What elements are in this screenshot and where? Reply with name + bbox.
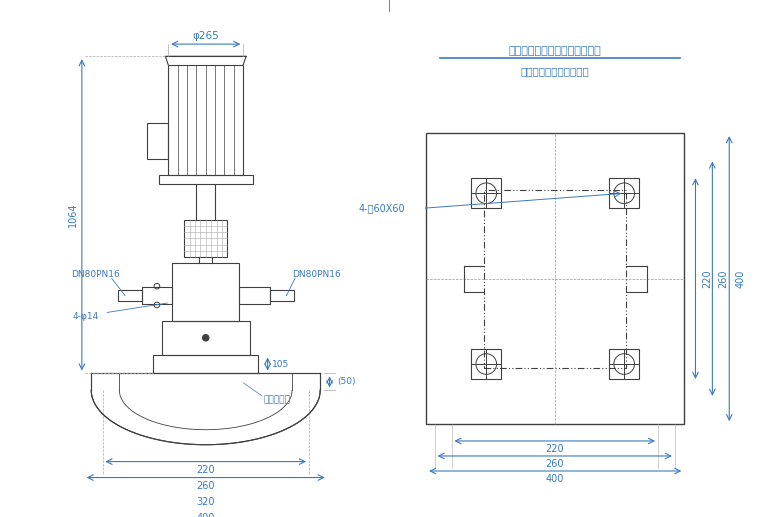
Bar bbox=[172, 263, 239, 321]
Text: 双点划线表示泵底座位置: 双点划线表示泵底座位置 bbox=[521, 66, 589, 77]
Text: 400: 400 bbox=[546, 475, 564, 484]
Circle shape bbox=[202, 334, 209, 341]
Bar bbox=[239, 287, 270, 304]
Text: 400: 400 bbox=[736, 269, 746, 288]
Text: 260: 260 bbox=[197, 481, 215, 491]
Text: 泵座孔位及混凝土基座地脚孔位: 泵座孔位及混凝土基座地脚孔位 bbox=[508, 45, 601, 56]
Bar bbox=[142, 287, 172, 304]
Text: φ265: φ265 bbox=[192, 31, 219, 41]
Text: DN80PN16: DN80PN16 bbox=[292, 270, 340, 279]
Text: 4-φ14: 4-φ14 bbox=[72, 312, 99, 321]
Bar bbox=[184, 220, 227, 257]
Bar bbox=[154, 355, 258, 373]
Bar bbox=[168, 65, 243, 175]
Bar bbox=[270, 290, 294, 301]
Bar bbox=[159, 175, 252, 184]
Text: 1064: 1064 bbox=[68, 203, 78, 227]
Bar bbox=[471, 178, 502, 208]
Bar bbox=[610, 349, 639, 379]
Text: 4-匆60X60: 4-匆60X60 bbox=[359, 203, 405, 214]
Text: 400: 400 bbox=[197, 513, 215, 517]
Bar bbox=[610, 178, 639, 208]
Text: 260: 260 bbox=[546, 460, 564, 469]
Bar bbox=[118, 290, 142, 301]
Text: 220: 220 bbox=[196, 465, 215, 475]
Text: 220: 220 bbox=[703, 269, 713, 288]
Bar bbox=[147, 123, 168, 159]
Bar bbox=[426, 133, 684, 424]
Bar bbox=[162, 321, 250, 355]
Text: 260: 260 bbox=[719, 269, 729, 288]
Bar bbox=[484, 190, 626, 368]
Text: 320: 320 bbox=[197, 497, 215, 507]
Bar bbox=[471, 349, 502, 379]
Text: (50): (50) bbox=[337, 377, 356, 386]
Text: 105: 105 bbox=[272, 359, 290, 369]
Text: DN80PN16: DN80PN16 bbox=[71, 270, 119, 279]
Text: 220: 220 bbox=[546, 445, 564, 454]
Text: 混凝土基础: 混凝土基础 bbox=[264, 395, 291, 404]
